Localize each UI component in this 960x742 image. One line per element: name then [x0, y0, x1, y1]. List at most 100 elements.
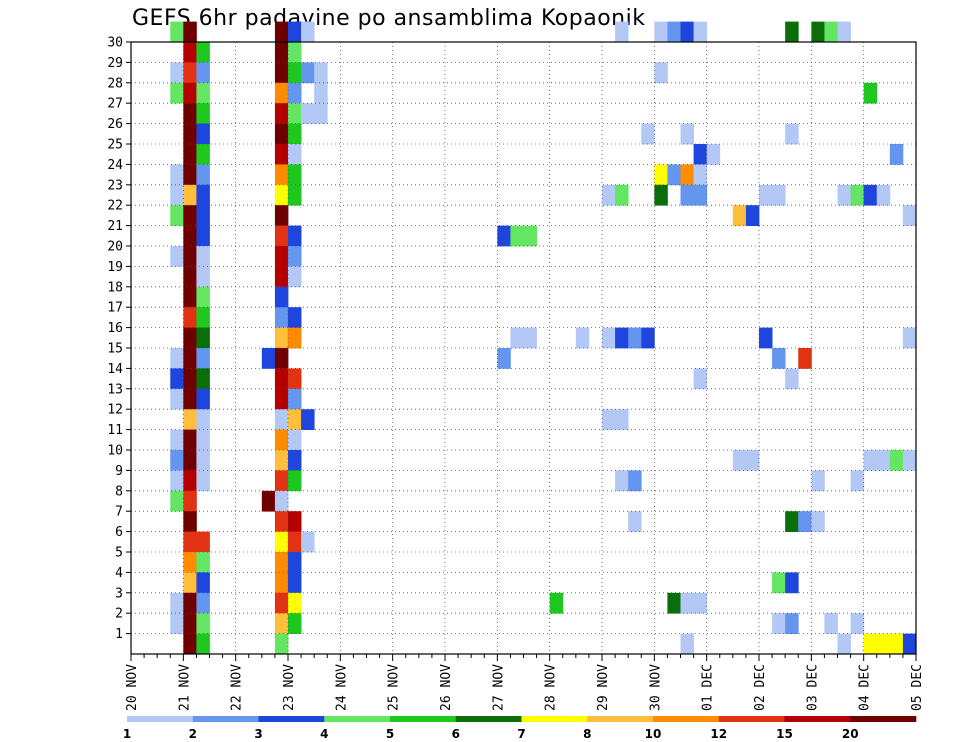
data-cell [288, 184, 302, 206]
data-cell [902, 633, 917, 655]
data-cell [183, 62, 197, 84]
y-tick-label: 10 [107, 444, 123, 459]
data-cell [288, 470, 302, 492]
data-cell [274, 82, 289, 104]
data-cell [863, 633, 878, 655]
x-tick-label: 26 NOV [439, 664, 454, 711]
data-cell [170, 490, 184, 512]
data-cell [523, 225, 537, 247]
data-cell [785, 572, 799, 594]
data-cell [183, 123, 197, 145]
data-cell [785, 368, 799, 390]
data-cell [170, 21, 184, 43]
data-cell [183, 103, 197, 124]
data-cell [274, 144, 289, 165]
data-cell [274, 62, 289, 84]
data-cell [274, 368, 289, 390]
data-cell [274, 286, 289, 308]
data-cell [288, 103, 302, 124]
data-cell [183, 470, 197, 492]
legend-swatch [850, 716, 917, 722]
y-tick-label: 28 [107, 76, 123, 91]
data-cell [274, 409, 289, 430]
y-tick-label: 22 [107, 199, 123, 214]
data-cell [850, 613, 865, 634]
data-cell [876, 633, 891, 655]
x-tick-label: 05 DEC [910, 664, 925, 711]
data-cell [196, 164, 210, 186]
data-cell [615, 327, 629, 349]
data-cell [196, 62, 210, 84]
data-cell [693, 592, 708, 614]
data-cell [850, 470, 865, 492]
data-cell [196, 388, 210, 410]
y-tick-label: 16 [107, 321, 123, 336]
data-cell [863, 82, 878, 104]
x-tick-label: 28 NOV [544, 664, 559, 711]
data-cell [261, 348, 276, 369]
data-cell [667, 164, 681, 186]
data-cell [288, 123, 302, 145]
data-cell [183, 42, 197, 63]
data-cell [170, 613, 184, 634]
data-cell [785, 21, 799, 43]
data-cell [510, 327, 524, 349]
data-cell [811, 21, 825, 43]
legend-swatch [324, 716, 391, 722]
data-cell [654, 62, 668, 84]
y-tick-label: 29 [107, 56, 123, 71]
y-tick-label: 13 [107, 382, 123, 397]
data-cell [170, 429, 184, 451]
data-cell [274, 511, 289, 532]
data-cell [170, 470, 184, 492]
data-cell [274, 552, 289, 573]
data-cell [183, 633, 197, 655]
y-tick-label: 8 [115, 484, 123, 499]
data-cell [183, 205, 197, 226]
data-cell [902, 450, 917, 471]
legend-label: 15 [776, 727, 793, 741]
data-cell [274, 531, 289, 553]
data-cell [811, 511, 825, 532]
x-tick-label: 25 NOV [387, 664, 402, 711]
data-cell [288, 307, 302, 328]
data-cell [183, 592, 197, 614]
legend-label: 6 [452, 727, 460, 741]
data-cell [301, 62, 315, 84]
data-cell [824, 21, 838, 43]
data-cell [196, 450, 210, 471]
data-cell [196, 205, 210, 226]
data-cell [745, 205, 760, 226]
y-tick-label: 23 [107, 178, 123, 193]
data-cell [183, 409, 197, 430]
y-tick-label: 1 [115, 627, 123, 642]
data-cell [274, 592, 289, 614]
data-cell [288, 368, 302, 390]
x-tick-label: 27 NOV [491, 664, 506, 711]
data-cell [274, 429, 289, 451]
data-cell [301, 103, 315, 124]
data-cell [706, 144, 721, 165]
data-cell [274, 103, 289, 124]
legend-swatch [455, 716, 522, 722]
data-cell [274, 164, 289, 186]
data-cell [274, 633, 289, 655]
data-cell [314, 82, 328, 104]
data-cell [196, 123, 210, 145]
data-cell [183, 368, 197, 390]
data-cell [837, 184, 851, 206]
data-cell [654, 164, 668, 186]
data-cell [196, 572, 210, 594]
data-cell [183, 572, 197, 594]
data-cell [850, 184, 865, 206]
legend-label: 4 [320, 727, 328, 741]
y-tick-label: 19 [107, 260, 123, 275]
y-tick-label: 4 [115, 566, 123, 581]
y-tick-label: 15 [107, 342, 123, 357]
chart-title: GEFS 6hr padavine po ansamblima Kopaonik [132, 6, 646, 31]
legend-swatch [127, 716, 194, 722]
data-cell [196, 552, 210, 573]
data-cell [497, 225, 511, 247]
data-cell [772, 613, 786, 634]
